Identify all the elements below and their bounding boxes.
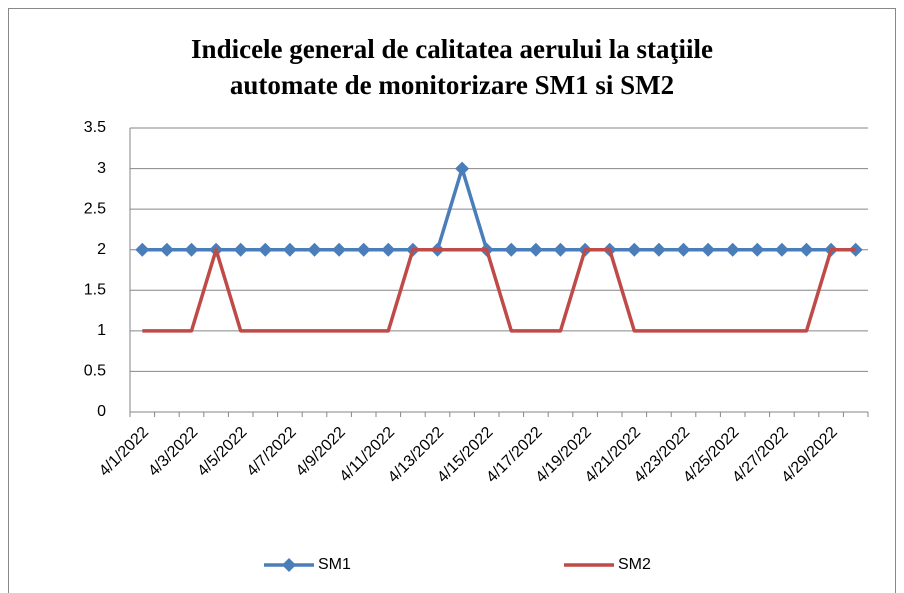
y-tick-label: 3 [97,160,106,177]
data-point [184,242,199,257]
chart-title: Indicele general de calitatea aerului la… [191,34,713,64]
y-tick-label: 3.5 [84,119,106,136]
data-point [750,242,765,257]
data-point [701,242,716,257]
data-point [307,242,322,257]
data-point [799,242,814,257]
legend-label: SM1 [318,556,351,573]
chart-title: automate de monitorizare SM1 si SM2 [230,70,674,100]
data-point [282,242,297,257]
data-point [504,242,519,257]
data-point [381,242,396,257]
y-tick-label: 0.5 [84,363,106,380]
y-tick-label: 1.5 [84,282,106,299]
data-point [651,242,666,257]
data-point [553,242,568,257]
data-point [233,242,248,257]
data-point [258,242,273,257]
data-point [135,242,150,257]
data-point [774,242,789,257]
data-point [627,242,642,257]
y-tick-label: 1 [97,322,106,339]
data-point [676,242,691,257]
y-tick-label: 0 [97,403,106,420]
data-point [356,242,371,257]
series-line [142,247,856,333]
data-point [725,242,740,257]
y-tick-label: 2 [97,241,106,258]
data-point [332,242,347,257]
data-point [159,242,174,257]
legend-label: SM2 [618,556,651,573]
legend-marker [282,558,296,572]
data-point [528,242,543,257]
y-tick-label: 2.5 [84,200,106,217]
chart-border [8,8,896,593]
data-point [455,161,470,176]
